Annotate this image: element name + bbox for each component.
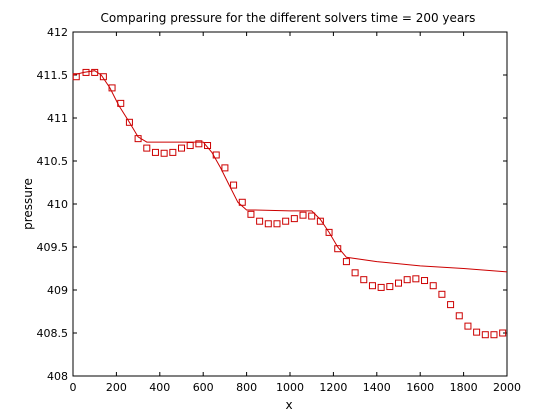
y-tick-label: 410.5 (37, 155, 69, 168)
x-tick-label: 600 (193, 381, 214, 394)
x-tick-label: 400 (149, 381, 170, 394)
y-axis-label: pressure (21, 178, 35, 230)
x-tick-label: 1200 (319, 381, 347, 394)
y-tick-label: 412 (47, 26, 68, 39)
y-tick-label: 409 (47, 284, 68, 297)
x-tick-label: 0 (70, 381, 77, 394)
chart-title: Comparing pressure for the different sol… (101, 11, 476, 25)
plot-area (73, 32, 507, 376)
x-tick-label: 1800 (450, 381, 478, 394)
y-tick-label: 411 (47, 112, 68, 125)
x-tick-label: 1600 (406, 381, 434, 394)
x-tick-label: 200 (106, 381, 127, 394)
x-tick-label: 1400 (363, 381, 391, 394)
y-tick-label: 408.5 (37, 327, 69, 340)
x-tick-label: 1000 (276, 381, 304, 394)
y-tick-label: 408 (47, 370, 68, 383)
x-tick-label: 800 (236, 381, 257, 394)
x-tick-label: 2000 (493, 381, 521, 394)
y-tick-label: 410 (47, 198, 68, 211)
y-tick-label: 409.5 (37, 241, 69, 254)
y-tick-label: 411.5 (37, 69, 69, 82)
x-axis-label: x (285, 398, 292, 412)
